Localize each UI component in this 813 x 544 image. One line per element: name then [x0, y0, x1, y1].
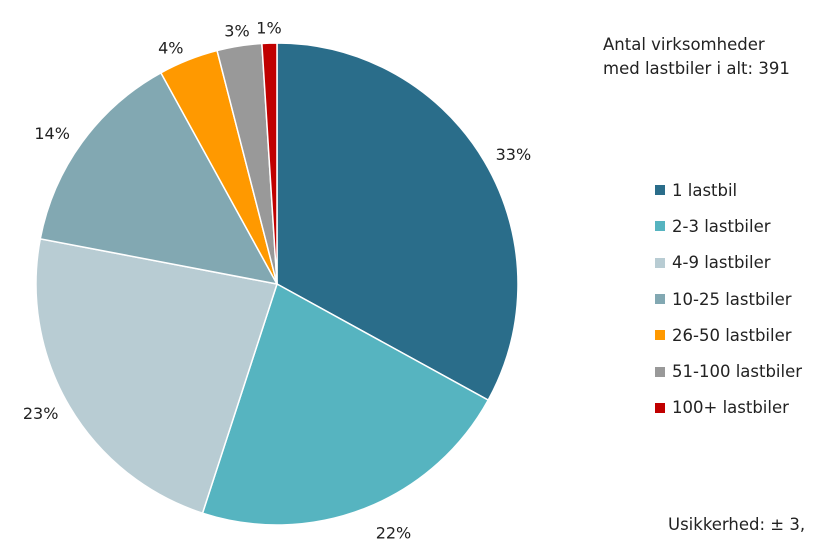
- legend-swatch: [655, 221, 665, 232]
- pie-slice-1-lastbil: [276, 42, 519, 402]
- pie-slice-100-plus-lastbiler: [261, 42, 278, 285]
- pie-slice-10-25-lastbiler: [39, 71, 279, 286]
- slice-label-1-lastbil: 33%: [496, 145, 532, 164]
- slice-label-10-25-lastbiler: 14%: [34, 124, 70, 143]
- legend-item-26-50-lastbiler: 26-50 lastbiler: [655, 317, 802, 353]
- pie-slice-4-9-lastbiler: [35, 237, 278, 515]
- legend-swatch: [655, 366, 665, 377]
- legend-swatch: [655, 257, 665, 268]
- slice-label-100-plus-lastbiler: 1%: [256, 19, 281, 38]
- legend-label: 2-3 lastbiler: [672, 216, 771, 236]
- legend-label: 10-25 lastbiler: [672, 289, 792, 309]
- slice-percent-labels: 33% 22% 23% 14% 4% 3% 1%: [23, 19, 531, 543]
- legend-item-1-lastbil: 1 lastbil: [655, 172, 802, 208]
- slice-label-4-9-lastbiler: 23%: [23, 404, 59, 423]
- legend-swatch: [655, 294, 665, 305]
- legend-label: 100+ lastbiler: [672, 398, 789, 418]
- slice-label-26-50-lastbiler: 4%: [158, 38, 183, 57]
- legend-swatch: [655, 402, 665, 413]
- slice-label-2-3-lastbiler: 22%: [376, 524, 412, 543]
- uncertainty-note: Usikkerhed: ± 3,: [668, 515, 806, 534]
- legend-item-2-3-lastbiler: 2-3 lastbiler: [655, 208, 802, 244]
- legend-label: 4-9 lastbiler: [672, 253, 771, 273]
- legend-swatch: [655, 185, 665, 196]
- legend: 1 lastbil 2-3 lastbiler 4-9 lastbiler 10…: [655, 172, 802, 426]
- total-note: Antal virksomheder med lastbiler i alt: …: [603, 33, 790, 81]
- legend-label: 51-100 lastbiler: [672, 362, 803, 382]
- pie-slice-2-3-lastbiler: [201, 282, 490, 526]
- total-note-line-2: med lastbiler i alt: 391: [603, 59, 790, 78]
- legend-label: 26-50 lastbiler: [672, 325, 792, 345]
- legend-swatch: [655, 330, 665, 341]
- legend-item-4-9-lastbiler: 4-9 lastbiler: [655, 245, 802, 281]
- total-note-line-1: Antal virksomheder: [603, 35, 765, 54]
- legend-label: 1 lastbil: [672, 180, 738, 200]
- legend-item-10-25-lastbiler: 10-25 lastbiler: [655, 281, 802, 317]
- slice-label-51-100-lastbiler: 3%: [224, 22, 249, 41]
- legend-item-51-100-lastbiler: 51-100 lastbiler: [655, 353, 802, 389]
- legend-item-100-plus-lastbiler: 100+ lastbiler: [655, 390, 802, 426]
- pie-slices: [35, 42, 519, 526]
